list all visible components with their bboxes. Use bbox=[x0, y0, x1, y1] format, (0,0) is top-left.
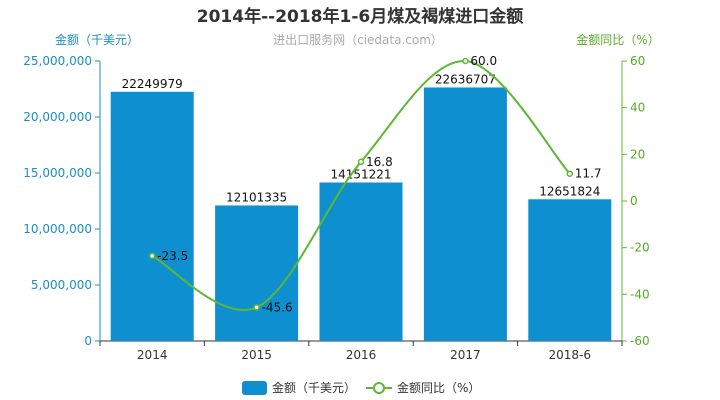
x-tick-label: 2016 bbox=[346, 348, 377, 362]
right-tick-label: 20 bbox=[630, 147, 645, 161]
legend-bar-label[interactable]: 金额（千美元） bbox=[272, 380, 356, 395]
line-point bbox=[462, 57, 469, 65]
right-tick-label: -60 bbox=[630, 334, 650, 348]
legend-line-label[interactable]: 金额同比（%） bbox=[397, 380, 480, 395]
bar-labels: 22249979 12101335 14151221 22636707 12651824 bbox=[122, 72, 601, 204]
line-point bbox=[357, 158, 365, 166]
bar-data-label: 22636707 bbox=[435, 72, 496, 86]
point-data-label: -23.5 bbox=[157, 249, 188, 263]
bar-data-label: 12651824 bbox=[539, 184, 600, 198]
point-data-label: 11.7 bbox=[575, 167, 602, 181]
legend-bar-swatch[interactable] bbox=[242, 381, 267, 395]
point-data-label: 60.0 bbox=[470, 54, 497, 68]
line-point bbox=[566, 170, 574, 177]
legend-line-marker[interactable] bbox=[373, 382, 385, 394]
line-series bbox=[148, 57, 574, 311]
right-tick-label: -40 bbox=[630, 287, 650, 301]
point-labels: -23.5 -45.6 16.8 60.0 11.7 bbox=[157, 54, 601, 314]
x-tick-label: 2017 bbox=[450, 348, 481, 362]
bar bbox=[215, 205, 299, 341]
bar-series bbox=[110, 87, 612, 342]
left-axis-ticks: 0 5,000,000 10,000,000 15,000,000 20,000,000… bbox=[23, 54, 100, 348]
bar-data-label: 14151221 bbox=[330, 168, 391, 182]
left-tick-label: 20,000,000 bbox=[23, 110, 92, 124]
right-tick-label: 0 bbox=[630, 194, 638, 208]
right-tick-label: -20 bbox=[630, 241, 650, 255]
x-tick-label: 2015 bbox=[241, 348, 272, 362]
chart-subtitle: 进出口服务网（ciedata.com） bbox=[273, 32, 443, 47]
left-tick-label: 25,000,000 bbox=[23, 54, 92, 68]
bar bbox=[423, 87, 507, 342]
left-axis-label: 金额（千美元） bbox=[55, 32, 139, 47]
left-tick-label: 15,000,000 bbox=[23, 166, 92, 180]
left-tick-label: 0 bbox=[84, 334, 92, 348]
right-tick-label: 60 bbox=[630, 54, 645, 68]
bar bbox=[528, 199, 612, 341]
right-axis-ticks: -60 -40 -20 0 20 40 60 bbox=[622, 54, 650, 348]
right-tick-label: 40 bbox=[630, 101, 645, 115]
point-data-label: 16.8 bbox=[366, 155, 393, 169]
line-point bbox=[148, 252, 156, 260]
bar bbox=[319, 182, 403, 341]
left-tick-label: 10,000,000 bbox=[23, 222, 92, 236]
x-tick-label: 2014 bbox=[137, 348, 168, 362]
x-axis-ticks: 2014 2015 2016 2017 2018-6 bbox=[99, 341, 623, 362]
bar bbox=[110, 91, 194, 341]
bar-data-label: 12101335 bbox=[226, 190, 287, 204]
bar-data-label: 22249979 bbox=[122, 77, 183, 91]
point-data-label: -45.6 bbox=[262, 300, 293, 314]
chart-title: 2014年--2018年1-6月煤及褐煤进口金额 bbox=[197, 6, 523, 27]
right-axis-label: 金额同比（%） bbox=[576, 32, 659, 47]
left-tick-label: 5,000,000 bbox=[31, 278, 92, 292]
legend: 金额（千美元） 金额同比（%） bbox=[242, 380, 480, 395]
x-tick-label: 2018-6 bbox=[549, 348, 592, 362]
line-point bbox=[253, 304, 260, 311]
